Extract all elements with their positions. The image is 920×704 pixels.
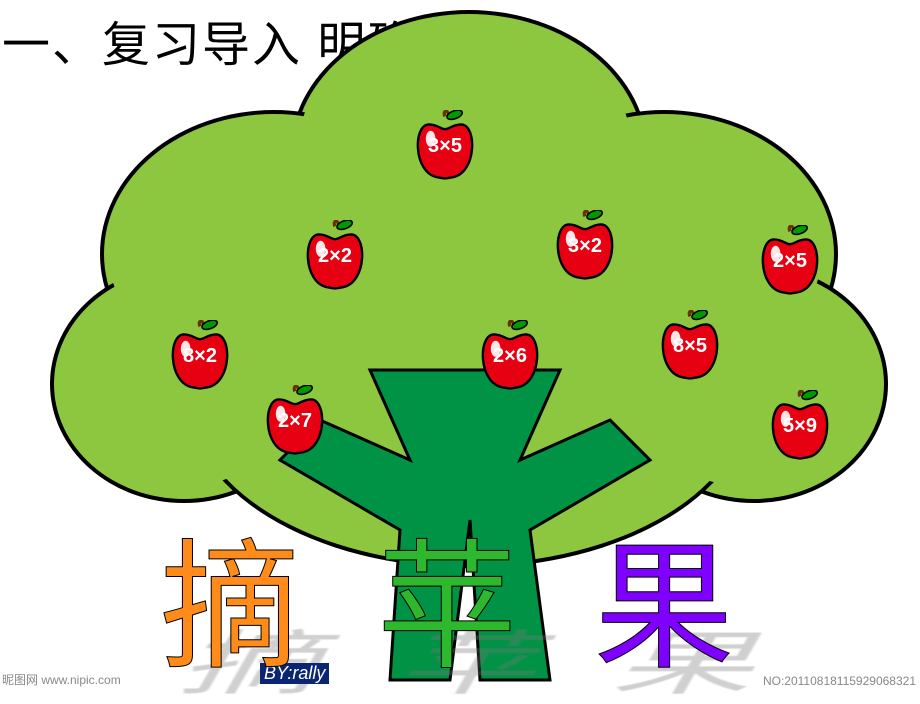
big-title: 摘 摘 苹 苹 果 果: [160, 540, 755, 680]
title-char-2: 苹 苹: [377, 540, 538, 680]
title-char-3: 果 果: [594, 540, 755, 680]
apple-label: 8×2: [160, 345, 240, 368]
apple-label: 5×9: [760, 415, 840, 438]
apple: 8×2: [160, 300, 240, 395]
apple-label: 2×6: [470, 345, 550, 368]
watermark-left: 昵图网 www.nipic.com: [2, 671, 121, 688]
apple: 2×6: [470, 300, 550, 395]
apple: 3×5: [405, 90, 485, 185]
apple: 2×5: [750, 205, 830, 300]
title-char-1: 摘 摘: [160, 540, 321, 680]
apple-label: 2×7: [255, 410, 335, 433]
apple: 5×9: [760, 370, 840, 465]
apple-label: 3×2: [545, 235, 625, 258]
apple-label: 3×5: [405, 135, 485, 158]
watermark-right: NO:20110818115929068321: [763, 674, 916, 688]
apple: 3×2: [545, 190, 625, 285]
apple-label: 2×5: [750, 250, 830, 273]
apple: 8×5: [650, 290, 730, 385]
apple-label: 2×2: [295, 245, 375, 268]
apple: 2×7: [255, 365, 335, 460]
apple-label: 8×5: [650, 335, 730, 358]
apple: 2×2: [295, 200, 375, 295]
